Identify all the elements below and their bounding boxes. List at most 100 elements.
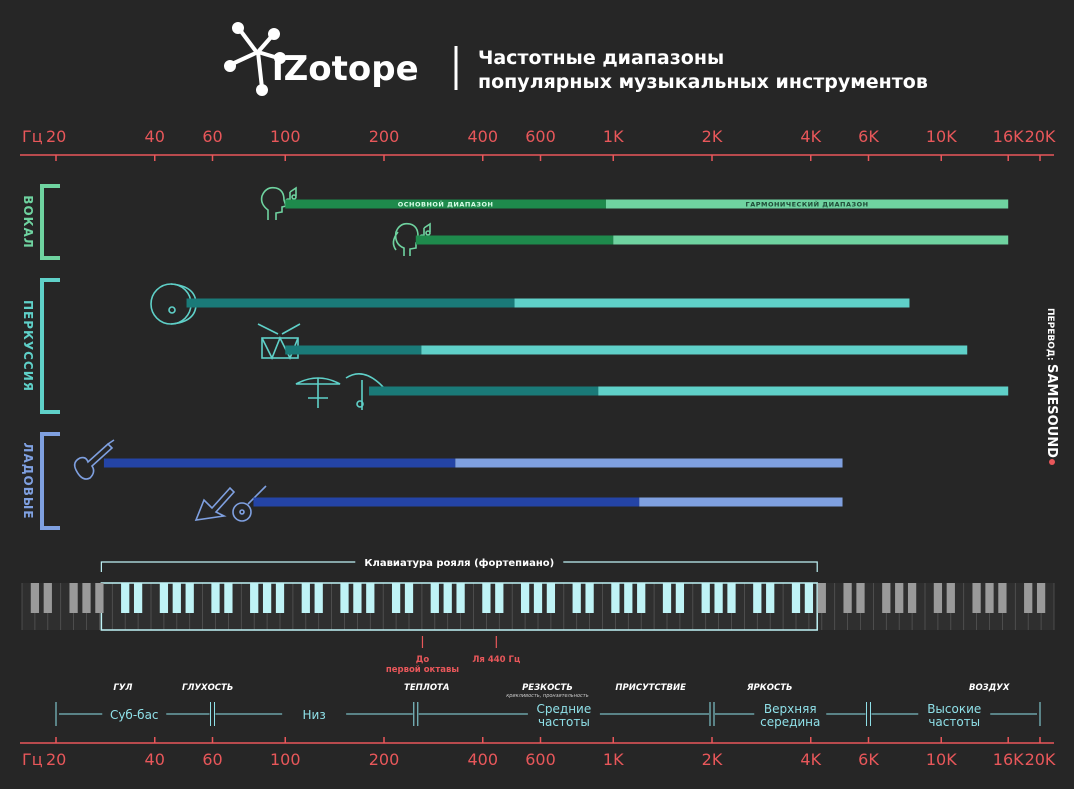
black-key <box>95 583 104 613</box>
tick-label: 10K <box>926 127 957 146</box>
fundamental-bar <box>186 298 515 308</box>
zone-label: ГЛУХОСТЬ <box>182 683 233 693</box>
tick-label: 1K <box>603 127 624 146</box>
harmonic-range-label: ГАРМОНИЧЕСКИЙ ДИАПАЗОН <box>746 200 869 209</box>
credit-brand: SAMESOUND <box>1044 364 1059 458</box>
tick-label: 2K <box>702 750 723 769</box>
fundamental-bar <box>103 458 456 468</box>
piano-marker-label: До <box>416 655 430 665</box>
zone-sublabel: крикливость, пронзительность <box>506 693 589 699</box>
piano-marker-label: первой октавы <box>386 665 459 675</box>
group-label: ЛАДОВЫЕ <box>21 443 35 520</box>
band-label: Верхняя <box>764 702 817 716</box>
tick-label: 600 <box>525 127 556 146</box>
zone-label: РЕЗКОСТЬ <box>522 683 573 693</box>
fundamental-bar <box>285 345 422 355</box>
tick-label: 600 <box>525 750 556 769</box>
band-label: частоты <box>928 715 980 729</box>
black-key <box>43 583 52 613</box>
band-label: Низ <box>303 708 326 722</box>
tick-label: 400 <box>467 127 498 146</box>
black-key <box>172 583 181 613</box>
band-label: Высокие <box>927 702 981 716</box>
credit: ПЕРЕВОД: SAMESOUND <box>1044 308 1059 465</box>
zone-label: ВОЗДУХ <box>969 683 1010 693</box>
black-key <box>404 583 414 613</box>
zone-label: ПРИСУТСТВИЕ <box>615 683 686 693</box>
logo-mark-icon <box>224 22 286 96</box>
fundamental-bar <box>415 235 614 245</box>
black-key <box>662 583 672 613</box>
piano-marker-label: Ля 440 Гц <box>472 655 520 665</box>
top-frequency-axis: 20 40 60 100 200 400 600 1K 2K 4K 6K 10K 16K 20K Гц <box>20 127 1056 161</box>
tick-label: 200 <box>369 127 400 146</box>
tick-label: 1K <box>603 750 624 769</box>
black-key <box>624 583 633 613</box>
black-key <box>907 583 917 613</box>
cymbals-icon <box>295 372 385 410</box>
group-label: ПЕРКУССИЯ <box>21 300 35 392</box>
black-key <box>185 583 194 613</box>
tick-label: 20K <box>1025 750 1056 769</box>
bass-guitar-icon <box>73 439 115 480</box>
title-line-1: Частотные диапазоны <box>478 47 724 69</box>
black-key <box>1036 583 1046 613</box>
tick-label: 20 <box>46 750 66 769</box>
black-key <box>69 583 78 613</box>
group-bracket <box>40 184 60 260</box>
tick-label: 400 <box>467 750 498 769</box>
black-key <box>443 583 452 613</box>
fundamental-bar <box>285 199 606 209</box>
zone-label: ЯРКОСТЬ <box>746 683 792 693</box>
black-key <box>1024 583 1033 613</box>
zone-label: ГУЛ <box>113 683 132 693</box>
tick-label: 20 <box>46 127 66 146</box>
black-key <box>533 583 543 613</box>
harmonic-bar <box>421 345 968 355</box>
piano-label: Клавиатура рояля (фортепиано) <box>364 557 554 569</box>
black-key <box>804 583 814 613</box>
black-key <box>856 583 865 613</box>
black-key <box>366 583 375 613</box>
band-label: середина <box>760 715 820 729</box>
izotope-logo: iZotope <box>224 22 419 96</box>
black-key <box>133 583 143 613</box>
harmonic-bar <box>455 458 843 468</box>
bottom-frequency-axis: 20 40 60 100 200 400 600 1K 2K 4K 6K 10K 16K 20K Гц <box>20 737 1056 769</box>
band-label: Суб-бас <box>110 708 159 722</box>
tick-label: 60 <box>202 127 222 146</box>
black-key <box>275 583 285 613</box>
black-key <box>843 583 852 613</box>
tick-label: 16K <box>993 127 1024 146</box>
credit-label: ПЕРЕВОД: <box>1045 308 1055 361</box>
black-key <box>985 583 994 613</box>
tick-label: 40 <box>145 750 165 769</box>
male-voice-icon <box>260 186 297 220</box>
tick-label: 6K <box>858 750 879 769</box>
black-key <box>159 583 169 613</box>
tick-label: 200 <box>369 750 400 769</box>
band-label: частоты <box>538 715 590 729</box>
tick-label: 2K <box>702 127 723 146</box>
tick-label: 20K <box>1025 127 1056 146</box>
group-label: ВОКАЛ <box>21 195 35 248</box>
group-bracket <box>40 278 60 414</box>
black-key <box>82 583 91 613</box>
black-key <box>340 583 349 613</box>
black-key <box>791 583 801 613</box>
title-line-2: популярных музыкальных инструментов <box>478 71 928 93</box>
piano-label-bg <box>355 554 564 570</box>
axis-unit-label: Гц <box>22 750 43 769</box>
brand-name: iZotope <box>272 49 419 89</box>
black-key <box>495 583 504 613</box>
tick-label: 6K <box>858 127 879 146</box>
black-key <box>520 583 530 613</box>
black-key <box>301 583 310 613</box>
zone-label: ТЕПЛОТА <box>404 683 449 693</box>
instrument-bars: ОСНОВНОЙ ДИАПАЗОН ГАРМОНИЧЕСКИЙ ДИАПАЗОН <box>103 199 1009 507</box>
black-key <box>895 583 904 613</box>
black-key <box>262 583 272 613</box>
tick-label: 4K <box>800 750 821 769</box>
